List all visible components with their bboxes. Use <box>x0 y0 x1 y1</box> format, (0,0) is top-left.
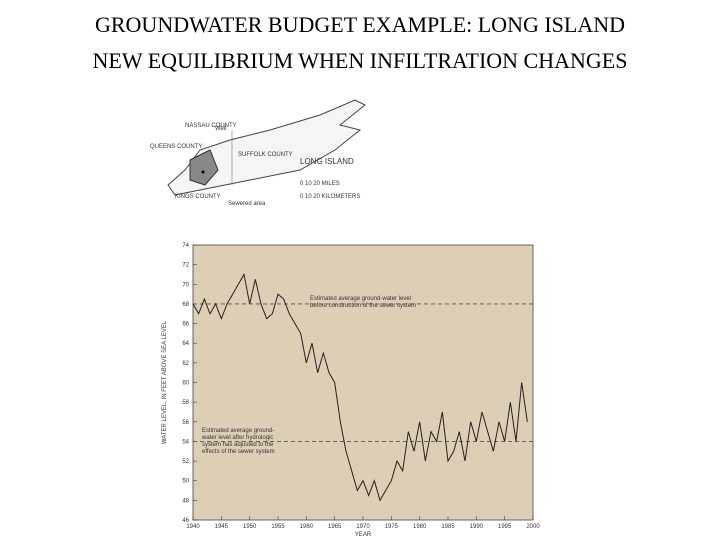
reference-label: before construction of the sewer system <box>310 303 416 309</box>
map-label: Sewered area <box>228 201 266 207</box>
y-tick-label: 54 <box>182 439 189 445</box>
x-tick-label: 1980 <box>413 524 427 530</box>
map-scale: 0 10 20 MILES <box>300 181 340 187</box>
x-tick-label: 2000 <box>526 524 540 530</box>
x-tick-label: 1940 <box>186 524 200 530</box>
x-tick-label: 1995 <box>498 524 512 530</box>
map-label: KINGS COUNTY <box>175 194 221 200</box>
x-tick-label: 1960 <box>300 524 314 530</box>
y-tick-label: 72 <box>182 263 189 269</box>
y-tick-label: 74 <box>182 243 189 249</box>
reference-label: Estimated average ground-water level <box>310 296 411 302</box>
x-tick-label: 1965 <box>328 524 342 530</box>
x-tick-label: 1985 <box>441 524 455 530</box>
y-tick-label: 70 <box>182 282 189 288</box>
map-scale: 0 10 20 KILOMETERS <box>300 194 360 200</box>
x-tick-label: 1975 <box>385 524 399 530</box>
x-axis-label: YEAR <box>355 532 372 538</box>
x-tick-label: 1945 <box>215 524 229 530</box>
x-tick-label: 1955 <box>271 524 285 530</box>
y-tick-label: 66 <box>182 322 189 328</box>
reference-label: effects of the sewer system <box>202 449 275 455</box>
map: NASSAU COUNTY Well QUEENS COUNTY SUFFOLK… <box>150 99 366 207</box>
map-label: NASSAU COUNTY <box>185 123 237 129</box>
sewered-area <box>189 149 219 186</box>
y-axis-label: WATER LEVEL, IN FEET ABOVE SEA LEVEL <box>162 320 168 444</box>
x-tick-label: 1970 <box>356 524 370 530</box>
well-dot <box>201 170 205 174</box>
map-label: QUEENS COUNTY <box>150 144 202 150</box>
chart: 46 48 50 52 54 56 58 60 62 64 66 68 70 72 74 1940 1945 19… <box>162 243 540 538</box>
reference-label: water level after hydrologic <box>201 435 273 441</box>
y-tick-label: 46 <box>182 518 189 524</box>
reference-label: Estimated average ground- <box>202 428 274 434</box>
y-tick-label: 68 <box>182 302 189 308</box>
title-line: NEW EQUILIBRIUM WHEN INFILTRATION CHANGE… <box>93 48 628 73</box>
y-tick-label: 60 <box>182 381 189 387</box>
plot-area <box>192 244 534 521</box>
map-label: LONG ISLAND <box>300 157 354 166</box>
x-tick-label: 1990 <box>470 524 484 530</box>
y-tick-label: 64 <box>182 341 189 347</box>
reference-label: system has adjusted to the <box>202 442 274 448</box>
y-tick-label: 52 <box>182 459 189 465</box>
title-line: GROUNDWATER BUDGET EXAMPLE: LONG ISLAND <box>95 12 625 37</box>
y-tick-label: 48 <box>182 498 189 504</box>
y-tick-label: 62 <box>182 361 189 367</box>
water-level-line <box>192 273 528 502</box>
x-tick-label: 1950 <box>243 524 257 530</box>
map-label: Well <box>215 126 227 132</box>
y-tick-label: 56 <box>182 420 189 426</box>
y-tick-label: 58 <box>182 400 189 406</box>
y-tick-label: 50 <box>182 479 189 485</box>
map-label: SUFFOLK COUNTY <box>238 152 293 158</box>
